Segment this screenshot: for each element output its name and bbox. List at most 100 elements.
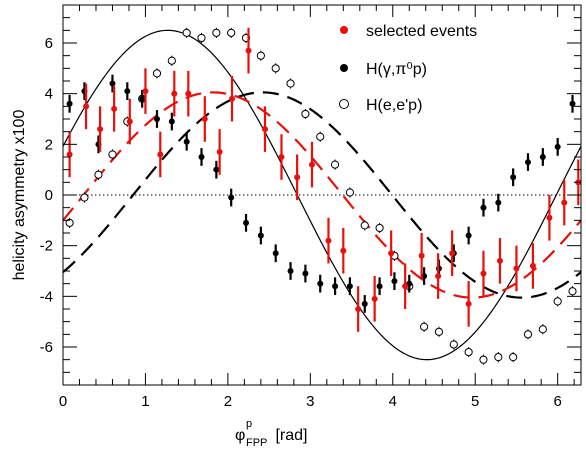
data-point [509, 353, 518, 362]
data-point [388, 250, 395, 257]
data-point [391, 278, 398, 285]
x-tick-labels: 0 1 2 3 4 5 6 [59, 393, 562, 410]
data-point [480, 270, 487, 277]
y-tick-label: -2 [40, 238, 53, 255]
data-point [546, 214, 553, 221]
data-point [479, 355, 488, 364]
data-point [464, 347, 473, 357]
data-point [480, 204, 487, 211]
data-point [183, 138, 190, 145]
data-points [65, 27, 582, 365]
data-point [553, 297, 562, 306]
data-point [287, 268, 294, 274]
data-point [272, 250, 279, 257]
y-tick-label: 4 [45, 86, 53, 103]
data-point [523, 330, 533, 339]
data-point [157, 151, 164, 158]
fit-curve [63, 91, 581, 299]
x-tick-label: 2 [224, 393, 232, 410]
data-point [529, 262, 536, 269]
data-point [316, 132, 325, 141]
data-point [182, 28, 191, 37]
legend-label-h-gamma-pi0-p: H(γ,π⁰p) [366, 61, 427, 78]
data-point [126, 118, 133, 125]
x-tick-label: 4 [389, 393, 397, 410]
data-point [256, 51, 265, 60]
data-point [332, 283, 339, 290]
data-point [449, 250, 456, 257]
y-tick-label: 2 [45, 136, 53, 153]
data-point [418, 252, 425, 259]
x-tick-label: 3 [306, 393, 314, 410]
data-point [524, 159, 531, 166]
legend: selected events H(γ,π⁰p) H(e,e'p) [339, 23, 477, 114]
data-point [152, 69, 162, 78]
data-point [554, 143, 561, 150]
x-axis-unit: [rad] [271, 427, 307, 444]
axis-ticks [62, 4, 581, 386]
fit-curves [63, 29, 581, 361]
series-points [66, 74, 576, 313]
data-point [153, 116, 160, 122]
x-tick-label: 6 [553, 393, 561, 410]
data-point [513, 265, 520, 272]
data-point [561, 199, 568, 206]
data-point [228, 194, 235, 201]
x-axis-subscript: FPP [246, 437, 267, 449]
data-point [371, 295, 378, 302]
data-point [340, 247, 347, 254]
data-point [420, 322, 429, 331]
data-point [375, 223, 384, 233]
data-point [308, 161, 315, 168]
y-tick-label: 0 [45, 187, 53, 204]
data-point [449, 340, 458, 349]
data-point [124, 88, 131, 95]
data-point [201, 116, 208, 122]
data-point [345, 188, 355, 197]
data-point [330, 160, 340, 169]
data-point [494, 353, 503, 362]
legend-label-h-e-ep: H(e,e'p) [366, 97, 422, 114]
y-tick-label: 6 [45, 35, 53, 52]
data-point [227, 28, 236, 37]
x-axis-symbol: φ [235, 427, 245, 444]
data-point [496, 257, 503, 264]
data-point [83, 103, 90, 110]
data-point [139, 95, 146, 102]
data-point [361, 300, 368, 307]
data-point [538, 325, 547, 334]
data-point [278, 154, 285, 160]
legend-marker-h-e-ep [339, 99, 349, 109]
data-point [109, 80, 116, 87]
fit-curve [63, 29, 581, 361]
legend-marker-h-gamma-pi0-p [340, 64, 348, 72]
data-point [402, 283, 409, 290]
data-point [257, 232, 264, 239]
data-point [261, 126, 268, 133]
data-point [465, 300, 472, 307]
data-point [360, 221, 369, 230]
data-point [539, 154, 546, 160]
data-point [317, 280, 324, 287]
data-point [94, 170, 103, 179]
data-point [245, 47, 252, 54]
data-point [185, 90, 192, 97]
data-point [568, 287, 577, 296]
data-point [142, 88, 149, 95]
data-point [197, 33, 206, 43]
data-point [271, 64, 280, 73]
data-point [80, 193, 89, 202]
data-point [108, 150, 117, 159]
data-point [355, 306, 362, 312]
data-point [66, 151, 73, 158]
data-point [569, 100, 576, 107]
x-axis-superscript: p [246, 418, 252, 430]
data-point [212, 28, 221, 37]
data-point [243, 219, 250, 226]
y-tick-labels: -6 -4 -2 0 2 4 6 [40, 35, 53, 356]
data-point [65, 218, 74, 227]
data-point [171, 90, 178, 97]
y-axis-label: helicity asymmetry x100 [11, 110, 28, 281]
